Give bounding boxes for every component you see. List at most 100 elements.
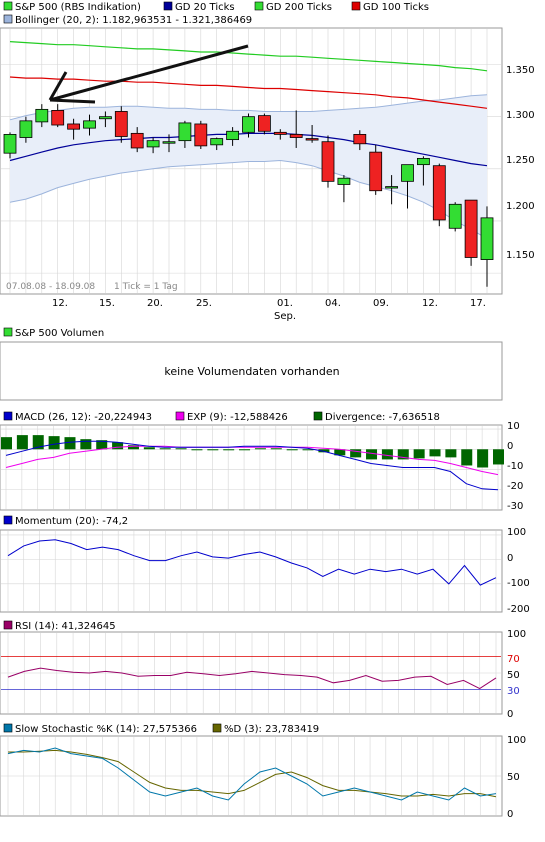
price-y-label: 1.250 [506, 155, 535, 166]
legend-swatch-gd200 [254, 1, 264, 11]
candle-body [432, 165, 446, 221]
candle-body [35, 108, 49, 123]
tick-note: 1 Tick = 1 Tag [114, 282, 178, 292]
price-x-label: 15. [99, 298, 115, 309]
macd-divergence-bars [1, 435, 504, 468]
period-label: 07.08.08 - 18.09.08 [6, 282, 95, 292]
divergence-bar [350, 449, 362, 458]
price-x-label: 17. [470, 298, 486, 309]
divergence-bar [175, 448, 187, 450]
momentum-y-label: -100 [507, 578, 530, 589]
candle-body [385, 186, 399, 189]
legend-label-sp500: S&P 500 (RBS Indikation) [15, 2, 141, 13]
arrow-head-upper [48, 71, 68, 101]
momentum-grid [1, 531, 501, 611]
candle-body [273, 131, 287, 135]
rsi-y-label: 100 [507, 629, 526, 640]
stoch-y-label: 50 [507, 772, 520, 783]
legend-label-gd100: GD 100 Ticks [363, 2, 429, 13]
macd-y-axis: 10 0 -10 -20 -30 [507, 421, 523, 512]
divergence-bar [64, 437, 76, 450]
candle-body [3, 133, 17, 154]
divergence-bar [191, 449, 203, 451]
rsi-grid [1, 633, 501, 713]
candle-body [289, 133, 303, 138]
divergence-bar [223, 449, 235, 451]
arrow-head-lower [49, 98, 96, 104]
macd-y-label: 0 [507, 441, 513, 452]
rsi-title: RSI (14): 41,324645 [15, 621, 116, 632]
annotation-arrow [48, 44, 249, 104]
stoch-y-label: 100 [507, 735, 526, 746]
macd-line [5, 440, 499, 491]
price-x-axis: 12. 15. 20. 25. 01. Sep. 04. 09. 12. 17. [52, 298, 486, 322]
divergence-bar [207, 449, 219, 451]
rsi-line [7, 667, 497, 690]
momentum-title: Momentum (20): -74,2 [15, 516, 128, 527]
divergence-bar [318, 449, 330, 453]
candle-body [99, 116, 112, 120]
price-y-label: 1.150 [506, 250, 535, 261]
legend-swatch-sp500 [3, 1, 13, 11]
divergence-bar [334, 449, 346, 456]
legend-label-divergence: Divergence: -7,636518 [325, 412, 440, 423]
stoch-d-line [8, 749, 497, 798]
price-x-label: 12. [52, 298, 68, 309]
candle-body [162, 141, 176, 144]
divergence-bar [254, 448, 266, 450]
candle-body [194, 123, 208, 147]
momentum-y-axis: 100 0 -100 -200 [507, 527, 530, 615]
divergence-bar [143, 447, 155, 450]
price-x-label: 12. [422, 298, 438, 309]
divergence-bar [366, 449, 378, 460]
divergence-bar [16, 435, 28, 450]
momentum-y-label: 100 [507, 527, 526, 538]
legend-swatch-momentum [3, 515, 13, 525]
stoch-y-label: 0 [507, 809, 513, 820]
macd-legend: MACD (26, 12): -20,224943 EXP (9): -12,5… [3, 411, 440, 423]
legend-swatch-stoch-d [212, 723, 222, 733]
candle-body [401, 164, 414, 182]
legend-swatch-volume [3, 327, 13, 337]
price-y-label: 1.300 [506, 110, 535, 121]
price-y-label: 1.200 [506, 201, 535, 212]
candle-body [480, 217, 494, 260]
price-legend: S&P 500 (RBS Indikation) GD 20 Ticks GD … [3, 1, 429, 26]
momentum-y-label: -200 [507, 604, 530, 615]
divergence-bar [302, 449, 314, 451]
price-x-label: 04. [325, 298, 341, 309]
bollinger-band [10, 94, 487, 239]
legend-swatch-rsi [3, 620, 13, 630]
candles [3, 104, 494, 287]
divergence-bar [1, 437, 12, 450]
candle-body [353, 133, 367, 145]
macd-y-label: -10 [507, 461, 523, 472]
month-label: Sep. [274, 311, 296, 322]
candle-body [369, 151, 383, 192]
candle-body [416, 157, 430, 166]
exp-line [5, 445, 499, 476]
candle-body [210, 138, 224, 146]
price-x-label: 25. [196, 298, 212, 309]
candle-body [257, 115, 271, 132]
divergence-bar [477, 449, 489, 468]
candle-body [464, 199, 478, 258]
candle-body [114, 111, 128, 137]
price-x-label: 01. [277, 298, 293, 309]
macd-y-label: -30 [507, 501, 523, 512]
price-x-label: 09. [373, 298, 389, 309]
gd100-line [9, 76, 488, 109]
divergence-bar [286, 449, 298, 451]
legend-label-gd200: GD 200 Ticks [266, 2, 332, 13]
arrow-shaft [49, 44, 249, 102]
candle-body [242, 116, 255, 133]
candle-body [83, 120, 96, 129]
rsi-y-axis: 100 70 50 30 0 [507, 629, 526, 720]
candle-body [337, 177, 351, 185]
divergence-bar [80, 439, 92, 450]
legend-label-stoch-d: %D (3): 23,783419 [224, 724, 319, 735]
divergence-bar [112, 442, 124, 450]
legend-label-bollinger: Bollinger (20, 2): 1.182,963531 - 1.321,… [15, 15, 252, 26]
stoch-k-line [7, 747, 497, 801]
stoch-y-axis: 100 50 0 [507, 735, 526, 820]
